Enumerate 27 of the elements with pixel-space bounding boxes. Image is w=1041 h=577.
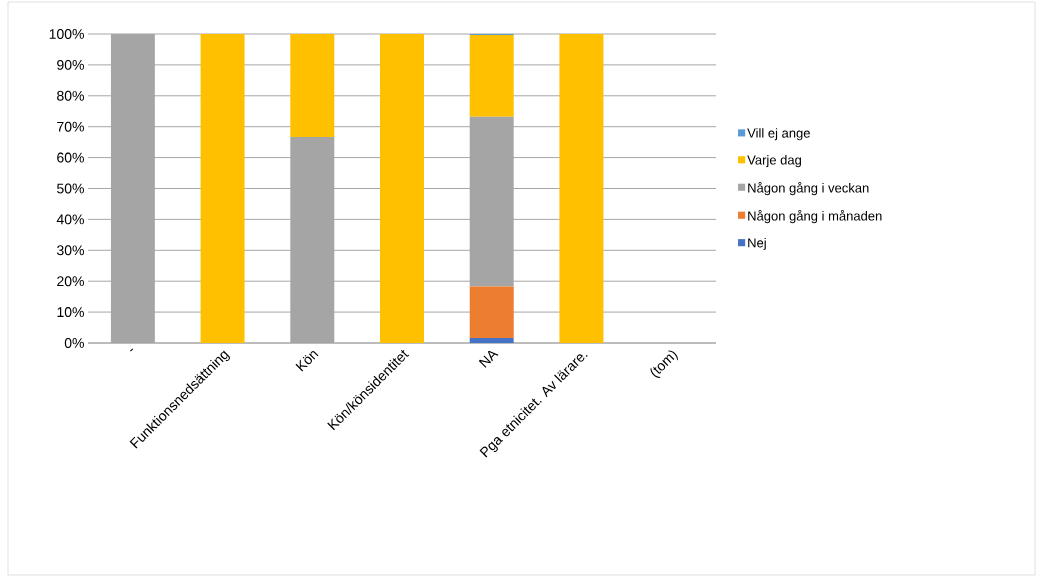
legend-label: Någon gång i månaden	[748, 209, 882, 224]
legend-label: Varje dag	[747, 155, 801, 168]
x-tick-label: NA	[478, 350, 499, 368]
bar	[200, 33, 245, 343]
bar	[290, 33, 335, 137]
bar	[559, 33, 604, 343]
legend-label: Någon gång i veckan	[748, 181, 869, 196]
y-tick-label: 20%	[57, 276, 84, 287]
x-tick-label: Kön	[295, 350, 319, 372]
legend-label: Nej	[748, 237, 766, 251]
y-tick-label: 90%	[57, 59, 84, 70]
y-tick-label: 40%	[56, 214, 84, 225]
x-tick-label: -	[130, 348, 134, 352]
y-tick-label: 10%	[57, 307, 84, 318]
y-tick-label: 30%	[56, 245, 84, 256]
y-tick-label: 50%	[57, 183, 84, 194]
bar	[469, 286, 514, 339]
y-tick-label: 80%	[57, 90, 84, 101]
y-tick-label: 0%	[64, 338, 84, 348]
y-tick-label: 100%	[49, 29, 84, 39]
y-tick-label: 60%	[57, 152, 84, 163]
bar	[469, 338, 514, 343]
bar	[380, 33, 425, 343]
bar	[469, 116, 514, 287]
bar	[469, 34, 514, 117]
legend-label: Vill ej ange	[747, 128, 810, 141]
y-tick-label: 70%	[57, 121, 84, 132]
